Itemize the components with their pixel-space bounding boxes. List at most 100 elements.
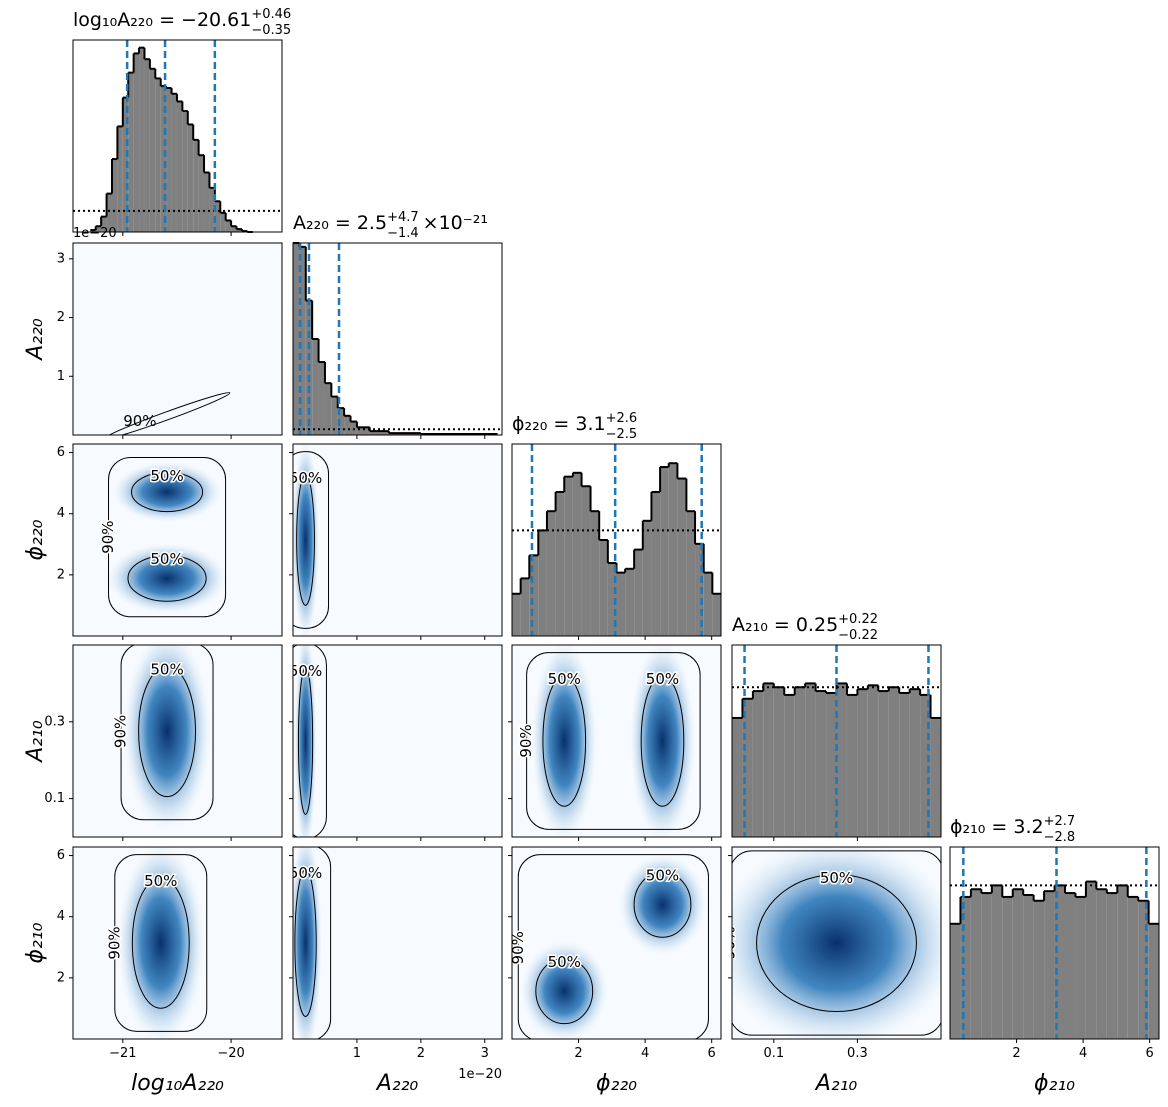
title-lower: −0.22 bbox=[838, 628, 878, 643]
hist-bar bbox=[95, 226, 102, 232]
density: 50%90% bbox=[104, 847, 208, 1039]
x-axis-label: ϕ₂₂₀ bbox=[596, 1071, 637, 1096]
hist-bar bbox=[712, 593, 721, 636]
density: 50%90% bbox=[293, 847, 332, 1039]
hist-bar bbox=[299, 246, 306, 435]
x-tick-label: 2 bbox=[1012, 1046, 1020, 1061]
contour-label: 50% bbox=[646, 866, 679, 884]
hist-bar bbox=[742, 698, 753, 837]
y-tick-label: 0.3 bbox=[44, 714, 65, 729]
hist-bar bbox=[668, 463, 678, 636]
x-tick-label: −21 bbox=[109, 1046, 136, 1061]
hist-bar bbox=[1085, 881, 1097, 1039]
density-bg bbox=[293, 645, 502, 837]
hist-bar bbox=[599, 540, 608, 636]
hist-bar bbox=[878, 691, 889, 837]
title-main: A₂₂₀ = 2.5 bbox=[293, 212, 387, 234]
panel-frame bbox=[731, 846, 942, 1040]
panel-frame bbox=[292, 443, 503, 637]
hist-bar bbox=[1075, 896, 1086, 1039]
y-tick-label: 1 bbox=[57, 369, 65, 384]
y-tick-label: 4 bbox=[57, 506, 65, 521]
y-axis-label: ϕ₂₂₀ bbox=[23, 519, 48, 560]
panel-frame bbox=[292, 644, 503, 838]
hist-bar bbox=[209, 187, 215, 232]
density-blob bbox=[293, 847, 322, 1039]
contour-label: 90% bbox=[720, 926, 738, 959]
hist-bar bbox=[182, 111, 188, 232]
contour-label: 50% bbox=[144, 872, 177, 890]
hist-bar bbox=[651, 492, 661, 636]
hist-bar bbox=[581, 486, 591, 636]
hist-bar bbox=[607, 563, 617, 636]
hist-bar bbox=[369, 431, 389, 435]
y-tick-label: 3 bbox=[57, 251, 65, 266]
hist-bar bbox=[139, 47, 145, 233]
y-axis-label: A₂₁₀ bbox=[23, 720, 48, 764]
panel-title: ϕ₂₂₀ = 3.1+2.6 −2.5 bbox=[512, 411, 637, 442]
contour-50 bbox=[131, 877, 190, 1009]
hist-bar bbox=[826, 693, 837, 837]
contour-90 bbox=[114, 854, 208, 1032]
hist-bar bbox=[512, 593, 521, 636]
density: 50%90% bbox=[293, 645, 327, 837]
title-upper: +0.46 bbox=[251, 7, 291, 22]
hist-bar bbox=[122, 97, 129, 232]
hist-bar bbox=[520, 578, 530, 636]
contour-50 bbox=[294, 869, 317, 1017]
density-blob bbox=[619, 854, 706, 955]
contour-90 bbox=[517, 854, 709, 1039]
density: 90% bbox=[103, 392, 231, 435]
axis-offset-label: 1e−20 bbox=[458, 1067, 502, 1082]
hist-bar bbox=[166, 88, 172, 232]
contour-90 bbox=[526, 652, 701, 830]
hist-bar bbox=[344, 415, 351, 435]
hist-bar bbox=[337, 408, 345, 435]
density-bg bbox=[73, 243, 282, 435]
hist-bar bbox=[1044, 891, 1055, 1039]
panel-frame bbox=[292, 242, 503, 436]
hist-bar bbox=[198, 155, 205, 232]
contour-label: 50% bbox=[646, 670, 679, 688]
x-tick-label: 2 bbox=[417, 1046, 425, 1061]
x-tick-label: 0.1 bbox=[763, 1046, 784, 1061]
hist-bar bbox=[529, 555, 539, 636]
contour-label: 90% bbox=[509, 931, 527, 964]
hist-bar bbox=[981, 893, 992, 1039]
contour-90 bbox=[293, 645, 327, 837]
hist-bar bbox=[572, 472, 582, 636]
hist-bar bbox=[686, 511, 696, 636]
title-upper: +2.6 bbox=[606, 411, 638, 426]
density-blob bbox=[123, 645, 211, 832]
hist-bar bbox=[225, 220, 232, 232]
title-main: ϕ₂₁₀ = 3.2 bbox=[950, 816, 1044, 838]
hist-bar bbox=[231, 226, 237, 232]
y-tick-label: 0.1 bbox=[44, 791, 65, 806]
title-lower: −1.4 bbox=[387, 226, 419, 241]
hist-bar bbox=[752, 691, 764, 837]
panel-frame bbox=[511, 644, 722, 838]
hist-bar bbox=[930, 717, 941, 837]
hist-bar bbox=[1054, 885, 1066, 1039]
hist-bar bbox=[133, 53, 140, 232]
hist-bar bbox=[144, 59, 150, 233]
contour-label: 90% bbox=[112, 715, 130, 748]
panel-frame bbox=[72, 443, 283, 637]
panel-frame bbox=[292, 846, 503, 1040]
y-tick-label: 6 bbox=[57, 848, 65, 863]
density-blob bbox=[629, 645, 696, 837]
hist-bar bbox=[763, 683, 774, 837]
hist-bar bbox=[155, 78, 161, 233]
contour-label: 90% bbox=[99, 520, 117, 553]
panel-title: log₁₀A₂₂₀ = −20.61+0.46 −0.35 bbox=[73, 7, 291, 38]
hist-bar bbox=[970, 889, 982, 1039]
title-lower: −2.8 bbox=[1044, 830, 1076, 845]
hist-bar bbox=[920, 694, 931, 837]
hist-bar bbox=[1065, 893, 1076, 1039]
y-tick-label: 4 bbox=[57, 909, 65, 924]
hist-bar bbox=[318, 362, 325, 435]
hist-bar bbox=[805, 683, 816, 837]
contour-label: 50% bbox=[820, 869, 853, 887]
hist-bar bbox=[857, 689, 868, 837]
hist-bar bbox=[204, 172, 210, 232]
